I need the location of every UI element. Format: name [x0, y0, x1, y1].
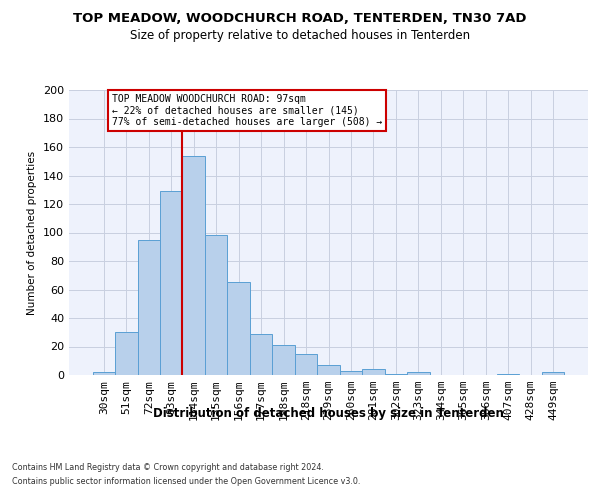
- Text: Size of property relative to detached houses in Tenterden: Size of property relative to detached ho…: [130, 29, 470, 42]
- Y-axis label: Number of detached properties: Number of detached properties: [28, 150, 37, 314]
- Text: Contains HM Land Registry data © Crown copyright and database right 2024.: Contains HM Land Registry data © Crown c…: [12, 464, 324, 472]
- Bar: [205, 236, 227, 375]
- Bar: [385, 374, 407, 375]
- Text: Distribution of detached houses by size in Tenterden: Distribution of detached houses by size …: [154, 408, 504, 420]
- Bar: [137, 240, 160, 375]
- Bar: [317, 365, 340, 375]
- Bar: [497, 374, 520, 375]
- Bar: [250, 334, 272, 375]
- Bar: [115, 332, 137, 375]
- Bar: [160, 191, 182, 375]
- Bar: [362, 370, 385, 375]
- Bar: [182, 156, 205, 375]
- Bar: [407, 372, 430, 375]
- Bar: [295, 354, 317, 375]
- Bar: [227, 282, 250, 375]
- Bar: [542, 372, 565, 375]
- Text: TOP MEADOW, WOODCHURCH ROAD, TENTERDEN, TN30 7AD: TOP MEADOW, WOODCHURCH ROAD, TENTERDEN, …: [73, 12, 527, 26]
- Text: Contains public sector information licensed under the Open Government Licence v3: Contains public sector information licen…: [12, 477, 361, 486]
- Bar: [272, 345, 295, 375]
- Bar: [340, 370, 362, 375]
- Bar: [92, 372, 115, 375]
- Text: TOP MEADOW WOODCHURCH ROAD: 97sqm
← 22% of detached houses are smaller (145)
77%: TOP MEADOW WOODCHURCH ROAD: 97sqm ← 22% …: [112, 94, 382, 128]
